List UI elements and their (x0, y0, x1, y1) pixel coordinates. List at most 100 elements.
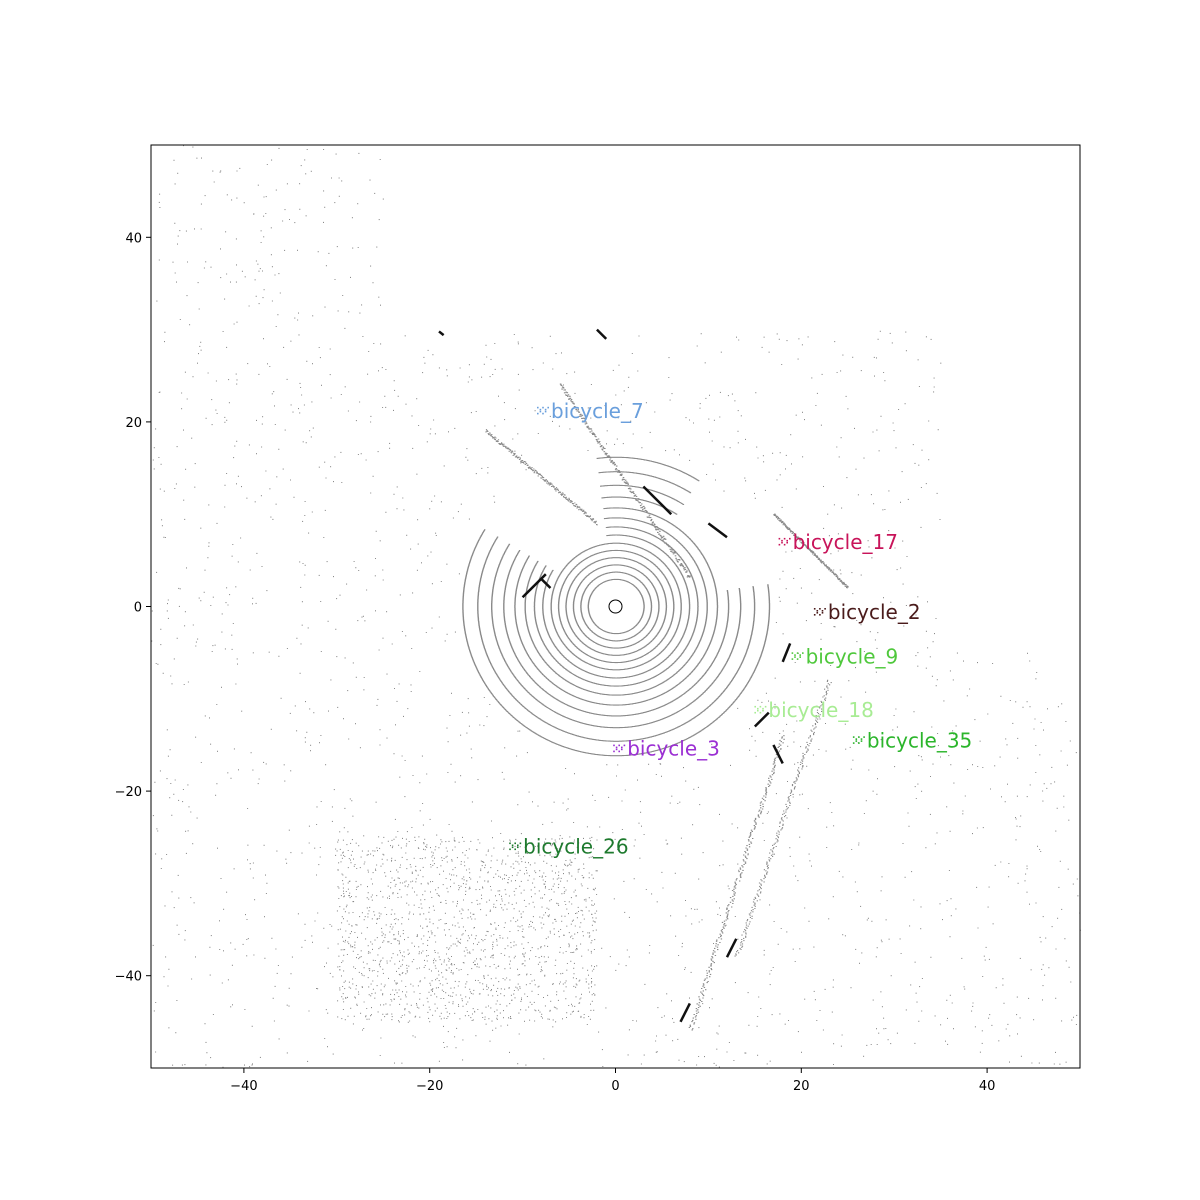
wall-segment (540, 577, 552, 589)
wall-segment (521, 573, 547, 599)
x-tick-label: 20 (793, 1079, 810, 1094)
object-bicycle-3: bicycle_3 (613, 737, 720, 761)
object-label: bicycle_2 (828, 600, 921, 624)
object-point (537, 412, 539, 415)
object-point (855, 740, 858, 742)
object-point (786, 541, 788, 544)
wall-segment (596, 328, 608, 340)
object-point (781, 539, 783, 542)
object-point (816, 610, 819, 612)
object-point (821, 612, 824, 614)
object-point (511, 846, 514, 849)
object-point (762, 709, 764, 712)
object-point (821, 610, 824, 612)
object-point (511, 844, 514, 847)
wall-segment (642, 485, 673, 516)
object-point (544, 410, 547, 413)
object-point (794, 656, 796, 658)
x-axis: −40 −20 0 20 40 (230, 1068, 995, 1094)
object-point (517, 846, 519, 849)
object-point (791, 658, 794, 660)
ego-marker (608, 599, 623, 614)
object-point (618, 744, 620, 747)
object-point (855, 738, 858, 740)
object-point (783, 543, 786, 546)
x-tick-label: −20 (416, 1079, 443, 1094)
wall-segment (753, 711, 770, 728)
object-point (757, 707, 759, 710)
wall-segment (725, 938, 738, 958)
object-point (791, 652, 794, 654)
object-point (813, 608, 816, 610)
object-point (852, 742, 855, 744)
object-point (781, 541, 783, 544)
object-bicycle-7: bicycle_7 (537, 399, 644, 423)
x-tick-label: −40 (230, 1079, 257, 1094)
object-label: bicycle_3 (627, 737, 720, 761)
object-point (819, 614, 821, 616)
object-label: bicycle_26 (523, 834, 628, 858)
object-point (509, 848, 511, 851)
object-point (799, 654, 801, 656)
object-bicycle-26: bicycle_26 (509, 834, 629, 858)
object-label: bicycle_35 (867, 728, 972, 752)
object-bicycle-17: bicycle_17 (778, 530, 898, 554)
y-tick-label: 0 (134, 601, 142, 616)
object-point (519, 842, 522, 845)
point-cloud (151, 145, 1081, 1068)
object-point (858, 742, 860, 744)
object-point (778, 537, 781, 540)
object-point (615, 748, 618, 751)
object-point (542, 406, 544, 409)
object-point (816, 612, 819, 614)
wall-segment (707, 522, 728, 539)
object-point (754, 705, 756, 708)
object-bicycle-9: bicycle_9 (791, 644, 899, 668)
object-point (858, 736, 860, 738)
x-tick-label: 0 (611, 1079, 619, 1094)
object-point (824, 608, 826, 610)
object-point (813, 614, 816, 616)
object-point (621, 748, 623, 751)
y-tick-label: −20 (115, 785, 142, 800)
object-label: bicycle_9 (806, 644, 899, 668)
object-point (514, 842, 516, 845)
y-axis: −40 −20 0 20 40 (115, 231, 151, 985)
object-point (517, 844, 519, 847)
object-point (537, 406, 539, 409)
object-point (819, 608, 821, 610)
wall-segment (772, 744, 784, 764)
object-point (613, 750, 615, 753)
object-point (860, 740, 863, 742)
object-point (863, 736, 865, 738)
object-point (757, 709, 759, 712)
object-point (754, 711, 756, 714)
object-point (539, 408, 542, 411)
object-point (759, 711, 762, 714)
object-point (789, 537, 791, 540)
object-point (544, 408, 547, 411)
object-bicycle-2: bicycle_2 (813, 600, 921, 624)
object-point (621, 746, 623, 749)
object-point (852, 736, 855, 738)
object-point (613, 744, 615, 747)
object-point (509, 842, 511, 845)
object-point (618, 750, 620, 753)
object-bicycle-35: bicycle_35 (852, 728, 972, 752)
object-annotations: bicycle_7 bicycle_17 bicycle_2 bicycle_9bic… (509, 399, 972, 858)
wall-segment (781, 642, 792, 663)
object-point (514, 848, 516, 851)
object-point (539, 410, 542, 413)
object-point (783, 537, 786, 540)
object-point (762, 707, 764, 710)
ego-vehicle (608, 599, 623, 614)
object-point (860, 738, 863, 740)
object-point (615, 746, 618, 749)
object-label: bicycle_7 (551, 399, 644, 423)
object-point (802, 652, 804, 654)
x-tick-label: 40 (979, 1079, 996, 1094)
object-label: bicycle_18 (768, 698, 873, 722)
wall-segment (679, 1002, 691, 1023)
y-tick-label: 40 (125, 231, 142, 246)
